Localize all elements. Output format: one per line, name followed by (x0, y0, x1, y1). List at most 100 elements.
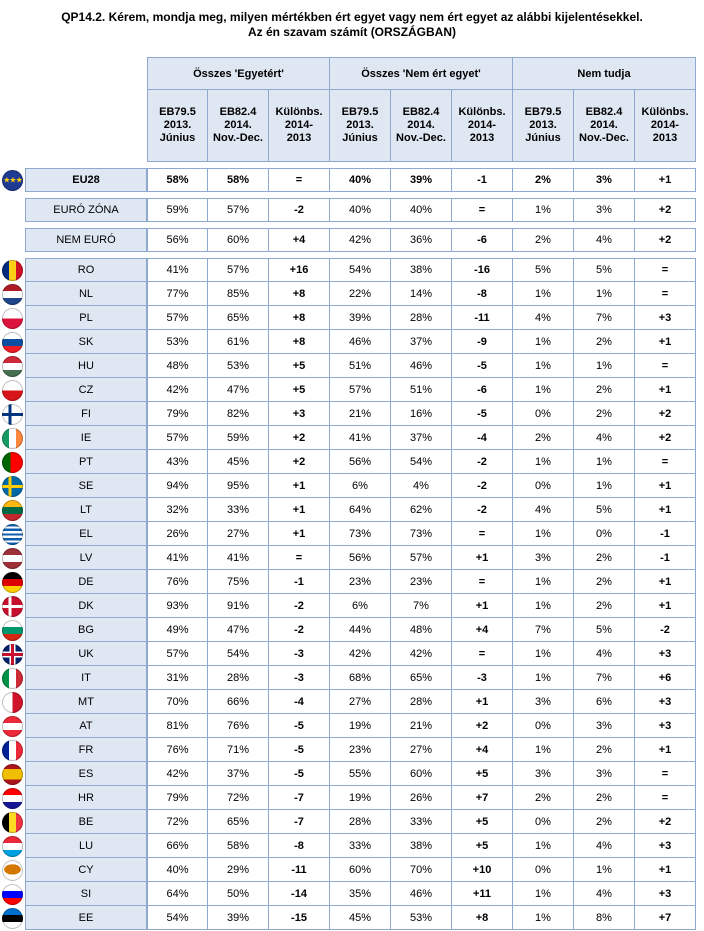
dk-flag-icon (2, 595, 23, 617)
value-cell: 81% (147, 714, 208, 738)
value-cell: 1% (574, 858, 635, 882)
value-cell: 7% (574, 666, 635, 690)
subheader-0-1: EB82.4 2014. Nov.-Dec. (208, 90, 269, 162)
value-cell: 3% (574, 168, 635, 192)
value-cell: 64% (147, 882, 208, 906)
diff-cell: +7 (635, 906, 696, 930)
group-header-agree: Összes 'Egyetért' (147, 57, 330, 90)
value-cell: 4% (574, 426, 635, 450)
value-cell: 0% (574, 522, 635, 546)
value-cell: 5% (574, 618, 635, 642)
table-row: HR 79% 72% -7 19% 26% +7 2% 2% = (0, 786, 696, 810)
diff-cell: +1 (269, 498, 330, 522)
value-cell: 4% (574, 882, 635, 906)
diff-cell: -2 (635, 618, 696, 642)
diff-cell: -1 (635, 522, 696, 546)
value-cell: 28% (391, 306, 452, 330)
table-row: SE 94% 95% +1 6% 4% -2 0% 1% +1 (0, 474, 696, 498)
diff-cell: -1 (269, 570, 330, 594)
value-cell: 58% (208, 168, 269, 192)
diff-cell: +2 (635, 198, 696, 222)
se-flag-icon (2, 475, 23, 497)
subheader-2-0: EB79.5 2013. Június (513, 90, 574, 162)
lt-flag-icon (2, 499, 23, 521)
subheader-line: 2014. (224, 119, 252, 131)
table-row: EURÓ ZÓNA 59% 57% -2 40% 40% = 1% 3% +2 (0, 198, 696, 222)
value-cell: 57% (147, 642, 208, 666)
table-row: PL 57% 65% +8 39% 28% -11 4% 7% +3 (0, 306, 696, 330)
group-header-disagree: Összes 'Nem ért egyet' (330, 57, 513, 90)
value-cell: 51% (330, 354, 391, 378)
diff-cell: +1 (635, 330, 696, 354)
value-cell: 1% (513, 198, 574, 222)
table-row: HU 48% 53% +5 51% 46% -5 1% 1% = (0, 354, 696, 378)
value-cell: 60% (330, 858, 391, 882)
diff-cell: +1 (635, 498, 696, 522)
diff-cell: -2 (452, 498, 513, 522)
diff-cell: +5 (269, 378, 330, 402)
diff-cell: -6 (452, 378, 513, 402)
subheader-2-2: Különbs. 2014- 2013 (635, 90, 696, 162)
value-cell: 2% (574, 570, 635, 594)
table-row: FI 79% 82% +3 21% 16% -5 0% 2% +2 (0, 402, 696, 426)
row-label: UK (25, 642, 147, 666)
diff-cell: -8 (452, 282, 513, 306)
value-cell: 56% (330, 450, 391, 474)
row-label: AT (25, 714, 147, 738)
value-cell: 5% (574, 498, 635, 522)
table-row: IT 31% 28% -3 68% 65% -3 1% 7% +6 (0, 666, 696, 690)
value-cell: 40% (147, 858, 208, 882)
de-flag-icon (2, 571, 23, 593)
diff-cell: -1 (635, 546, 696, 570)
row-label: FI (25, 402, 147, 426)
value-cell: 48% (147, 354, 208, 378)
diff-cell: -5 (269, 738, 330, 762)
subheader-1-1: EB82.4 2014. Nov.-Dec. (391, 90, 452, 162)
value-cell: 65% (208, 810, 269, 834)
value-cell: 0% (513, 858, 574, 882)
value-cell: 2% (513, 168, 574, 192)
value-cell: 19% (330, 786, 391, 810)
pl-flag-icon (2, 307, 23, 329)
value-cell: 6% (330, 594, 391, 618)
value-cell: 57% (330, 378, 391, 402)
value-cell: 53% (391, 906, 452, 930)
table-row: DE 76% 75% -1 23% 23% = 1% 2% +1 (0, 570, 696, 594)
row-label: PT (25, 450, 147, 474)
value-cell: 1% (513, 354, 574, 378)
value-cell: 59% (208, 426, 269, 450)
value-cell: 53% (208, 354, 269, 378)
subheader-line: EB82.4 (219, 106, 257, 118)
value-cell: 39% (330, 306, 391, 330)
subheader-1-2: Különbs. 2014- 2013 (452, 90, 513, 162)
table-row: EE 54% 39% -15 45% 53% +8 1% 8% +7 (0, 906, 696, 930)
value-cell: 43% (147, 450, 208, 474)
table-row: BG 49% 47% -2 44% 48% +4 7% 5% -2 (0, 618, 696, 642)
table-row: EL 26% 27% +1 73% 73% = 1% 0% -1 (0, 522, 696, 546)
value-cell: 57% (147, 426, 208, 450)
diff-cell: +1 (452, 594, 513, 618)
diff-cell: +2 (635, 228, 696, 252)
value-cell: 0% (513, 474, 574, 498)
value-cell: 95% (208, 474, 269, 498)
row-label: IE (25, 426, 147, 450)
diff-cell: -5 (452, 354, 513, 378)
value-cell: 38% (391, 258, 452, 282)
subheader-line: 2013. (529, 119, 557, 131)
value-cell: 76% (147, 570, 208, 594)
value-cell: 68% (330, 666, 391, 690)
subheader-line: EB79.5 (159, 106, 196, 118)
value-cell: 14% (391, 282, 452, 306)
value-cell: 56% (330, 546, 391, 570)
value-cell: 35% (330, 882, 391, 906)
value-cell: 21% (391, 714, 452, 738)
title-line-2: Az én szavam számít (ORSZÁGBAN) (247, 25, 457, 39)
value-cell: 1% (513, 282, 574, 306)
si-flag-icon (2, 883, 23, 905)
hu-flag-icon (2, 355, 23, 377)
diff-cell: +2 (635, 426, 696, 450)
table-row: CZ 42% 47% +5 57% 51% -6 1% 2% +1 (0, 378, 696, 402)
value-cell: 37% (391, 426, 452, 450)
value-cell: 76% (208, 714, 269, 738)
es-flag-icon (2, 763, 23, 785)
